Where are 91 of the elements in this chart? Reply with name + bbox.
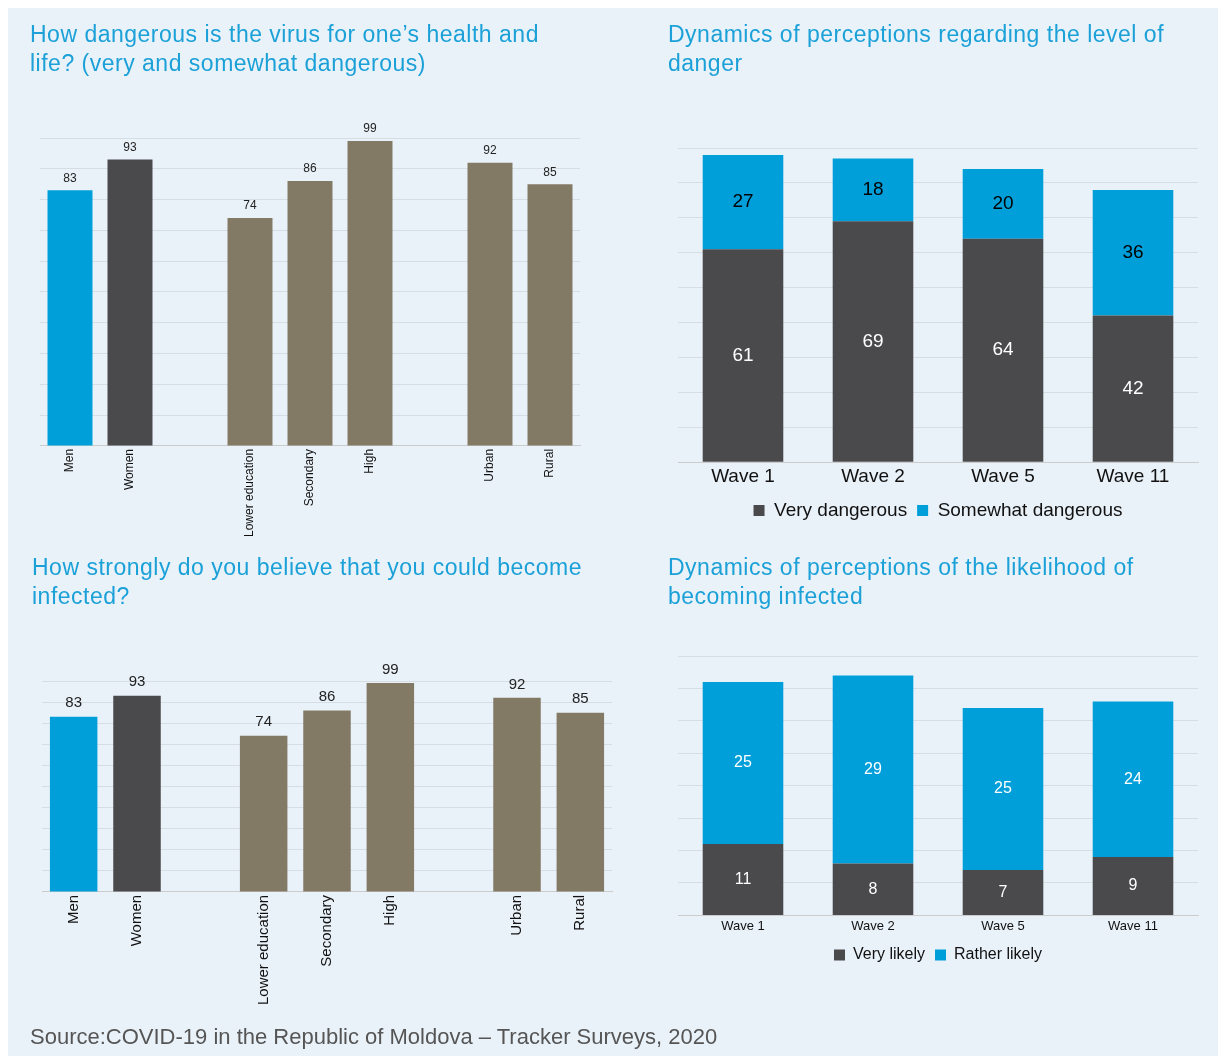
data-label: 99: [363, 121, 377, 136]
bar: [832, 863, 914, 915]
bar: [107, 159, 153, 446]
data-label: 93: [123, 139, 137, 154]
x-tick-label: Women: [127, 894, 145, 947]
legend-label: Very dangerous: [774, 498, 908, 520]
bar: [832, 158, 914, 222]
data-label: 61: [732, 343, 754, 365]
data-label: 36: [1122, 240, 1144, 262]
bar: [303, 710, 351, 892]
data-label: 85: [543, 164, 557, 179]
x-tick-label: High: [362, 448, 377, 474]
x-tick-label: Women: [122, 448, 137, 491]
x-tick-label: Wave 5: [981, 917, 1025, 933]
x-tick-label: Urban: [482, 448, 497, 482]
bar: [702, 154, 784, 250]
bar: [113, 695, 161, 892]
x-tick-label: Lower education: [242, 448, 257, 537]
bar: [527, 184, 573, 446]
bar: [702, 681, 784, 845]
data-label: 74: [243, 198, 257, 213]
x-tick-label: Rural: [570, 894, 588, 931]
data-label: 83: [65, 693, 83, 711]
x-tick-label: Wave 11: [1108, 917, 1158, 933]
x-tick-label: Wave 1: [711, 464, 775, 486]
bar: [493, 697, 541, 892]
data-label: 11: [734, 869, 752, 887]
bar: [227, 218, 273, 446]
source-note: Source:COVID-19 in the Republic of Moldova – Tracker Surveys, 2020: [30, 1024, 718, 1050]
data-label: 24: [1124, 769, 1142, 787]
bar: [1092, 315, 1174, 462]
bar: [962, 238, 1044, 462]
bar: [962, 870, 1044, 915]
bar: [239, 735, 288, 892]
data-label: 27: [732, 190, 754, 212]
x-tick-label: Wave 5: [971, 464, 1035, 486]
bar: [287, 181, 333, 446]
bar: [832, 675, 914, 864]
x-tick-label: Men: [63, 894, 81, 925]
data-label: 20: [992, 192, 1014, 214]
bar: [702, 844, 784, 915]
legend-label: Somewhat dangerous: [937, 498, 1123, 520]
chart-title: Dynamics of perceptions of the likelihood of becoming infected: [668, 553, 1135, 611]
data-label: 7: [998, 882, 1008, 900]
x-tick-label: Secondary: [302, 448, 317, 507]
data-label: 9: [1128, 876, 1138, 894]
data-label: 69: [862, 329, 884, 351]
x-tick-label: Wave 2: [851, 917, 895, 933]
bar: [366, 683, 415, 892]
x-tick-label: Men: [62, 448, 77, 473]
data-label: 92: [508, 674, 526, 692]
bar: [1092, 701, 1174, 858]
bar: [467, 162, 513, 446]
data-label: 93: [128, 672, 146, 690]
data-label: 86: [303, 161, 317, 176]
data-label: 64: [992, 338, 1014, 360]
chart-title: How strongly do you believe that you could become infected?: [32, 553, 583, 611]
data-label: 86: [318, 687, 336, 705]
data-label: 25: [994, 779, 1012, 797]
x-tick-label: Urban: [507, 894, 525, 936]
data-label: 29: [864, 759, 882, 777]
x-tick-label: Wave 11: [1096, 464, 1170, 486]
bar: [556, 712, 605, 892]
chart-title: Dynamics of perceptions regarding the level of danger: [668, 20, 1166, 78]
bar: [832, 221, 914, 462]
data-label: 99: [381, 659, 399, 677]
legend-label: Rather likely: [954, 945, 1043, 963]
data-label: 74: [255, 712, 273, 730]
data-label: 18: [862, 178, 884, 200]
legend-label: Very likely: [852, 945, 925, 963]
data-label: 92: [483, 142, 497, 157]
bar: [962, 168, 1044, 239]
data-label: 83: [63, 170, 77, 185]
x-tick-label: Secondary: [317, 894, 335, 967]
x-tick-label: High: [380, 894, 398, 926]
data-label: 42: [1122, 376, 1144, 398]
bar: [962, 707, 1044, 871]
chart-title: How dangerous is the virus for one’s health and life? (very and somewhat dangerous): [30, 20, 540, 78]
bar: [347, 141, 393, 446]
bar: [702, 249, 784, 462]
bar: [47, 190, 93, 446]
x-tick-label: Rural: [542, 448, 557, 478]
x-tick-label: Wave 2: [841, 464, 905, 486]
data-label: 85: [571, 689, 589, 707]
data-label: 8: [868, 879, 878, 897]
x-tick-label: Wave 1: [721, 917, 765, 933]
bar: [1092, 189, 1174, 316]
data-label: 25: [734, 753, 752, 771]
bar: [1092, 857, 1174, 915]
bar: [49, 716, 98, 892]
x-tick-label: Lower education: [253, 894, 271, 1005]
